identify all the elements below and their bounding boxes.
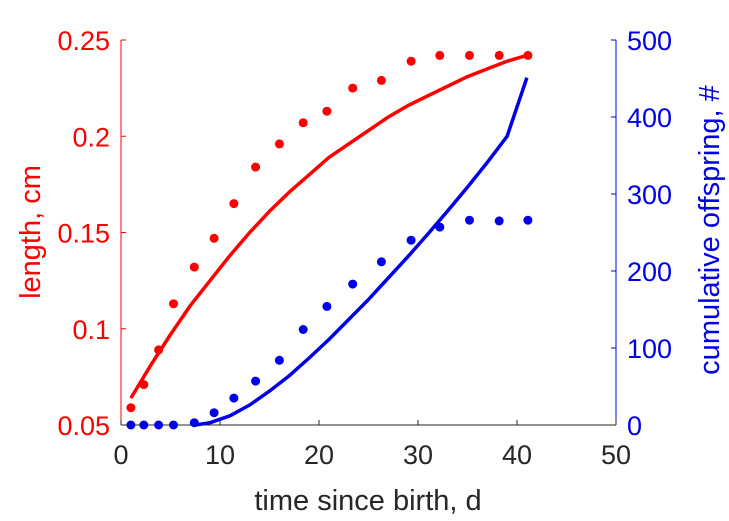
left-tick-label: 0.05 xyxy=(57,411,110,441)
length-data-point xyxy=(274,139,284,149)
length-data-point xyxy=(348,83,358,93)
right-axis-label: cumulative offspring, # xyxy=(694,85,726,375)
left-axis-label: length, cm xyxy=(15,165,47,299)
offspring-data-point xyxy=(406,235,416,245)
offspring-data-point xyxy=(376,257,386,267)
right-axis: 0 100 200 300 400 500 cumulative offspring, # xyxy=(611,26,726,441)
offspring-data-point xyxy=(209,408,219,418)
length-data-point xyxy=(298,118,308,128)
offspring-data-point xyxy=(154,420,164,430)
offspring-data-point xyxy=(348,279,358,289)
x-tick-label: 0 xyxy=(113,440,128,470)
x-tick-label: 10 xyxy=(205,440,235,470)
offspring-data-point xyxy=(322,301,332,311)
plot-series xyxy=(126,50,533,430)
length-data-point xyxy=(523,50,533,60)
offspring-data-point xyxy=(251,376,261,386)
length-data-point xyxy=(376,75,386,85)
x-tick-label: 50 xyxy=(601,440,631,470)
right-tick-label: 100 xyxy=(627,334,672,364)
length-fit-line xyxy=(129,53,528,400)
length-data-point xyxy=(251,162,261,172)
offspring-data-point xyxy=(229,393,239,403)
offspring-fit-line xyxy=(195,77,529,427)
offspring-data-point xyxy=(274,355,284,365)
length-data-point xyxy=(465,50,474,60)
x-axis-label: time since birth, d xyxy=(254,485,481,517)
length-data-point xyxy=(189,262,199,272)
x-tick-label: 20 xyxy=(304,440,334,470)
length-data-point xyxy=(494,50,504,60)
offspring-data-point xyxy=(126,420,136,430)
x-axis: 0 10 20 30 40 50 time since birth, d xyxy=(113,420,631,517)
right-tick-label: 400 xyxy=(627,103,672,133)
length-data-point xyxy=(229,199,239,209)
length-data-point xyxy=(209,233,219,243)
offspring-data-point xyxy=(523,215,533,225)
right-tick-label: 200 xyxy=(627,257,672,287)
offspring-data-point xyxy=(139,420,149,430)
left-tick-label: 0.1 xyxy=(72,315,110,345)
length-data-point xyxy=(406,56,416,66)
x-tick-label: 30 xyxy=(403,440,433,470)
left-tick-label: 0.15 xyxy=(57,219,110,249)
length-data-point xyxy=(435,50,445,60)
right-tick-label: 300 xyxy=(627,180,672,210)
length-data-point xyxy=(322,106,332,116)
offspring-data-point xyxy=(465,215,474,225)
right-tick-label: 500 xyxy=(627,26,672,56)
left-axis: 0.05 0.1 0.15 0.2 0.25 length, cm xyxy=(15,26,126,441)
x-tick-label: 40 xyxy=(502,440,532,470)
offspring-data-point xyxy=(298,325,308,334)
length-data-point xyxy=(126,403,136,413)
offspring-data-point xyxy=(169,420,178,430)
right-tick-label: 0 xyxy=(627,411,642,441)
offspring-data-point xyxy=(494,216,504,226)
left-tick-label: 0.25 xyxy=(57,26,110,56)
left-tick-label: 0.2 xyxy=(72,122,110,152)
length-data-point xyxy=(169,299,178,309)
